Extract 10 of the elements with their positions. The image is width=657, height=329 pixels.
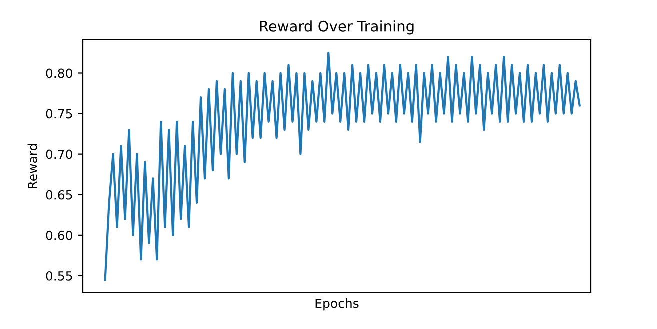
y-tick-label: 0.75 xyxy=(46,109,72,119)
y-tick-label: 0.65 xyxy=(46,190,72,200)
chart-title: Reward Over Training xyxy=(260,20,414,35)
y-tick-label: 0.70 xyxy=(46,150,72,160)
x-axis-title: Epochs xyxy=(316,298,359,311)
y-tick-label: 0.55 xyxy=(46,271,72,281)
y-axis-title: Reward xyxy=(28,144,38,189)
line-series xyxy=(104,52,581,282)
y-tick-label: 0.60 xyxy=(46,230,72,240)
y-tick-label: 0.80 xyxy=(46,68,72,78)
